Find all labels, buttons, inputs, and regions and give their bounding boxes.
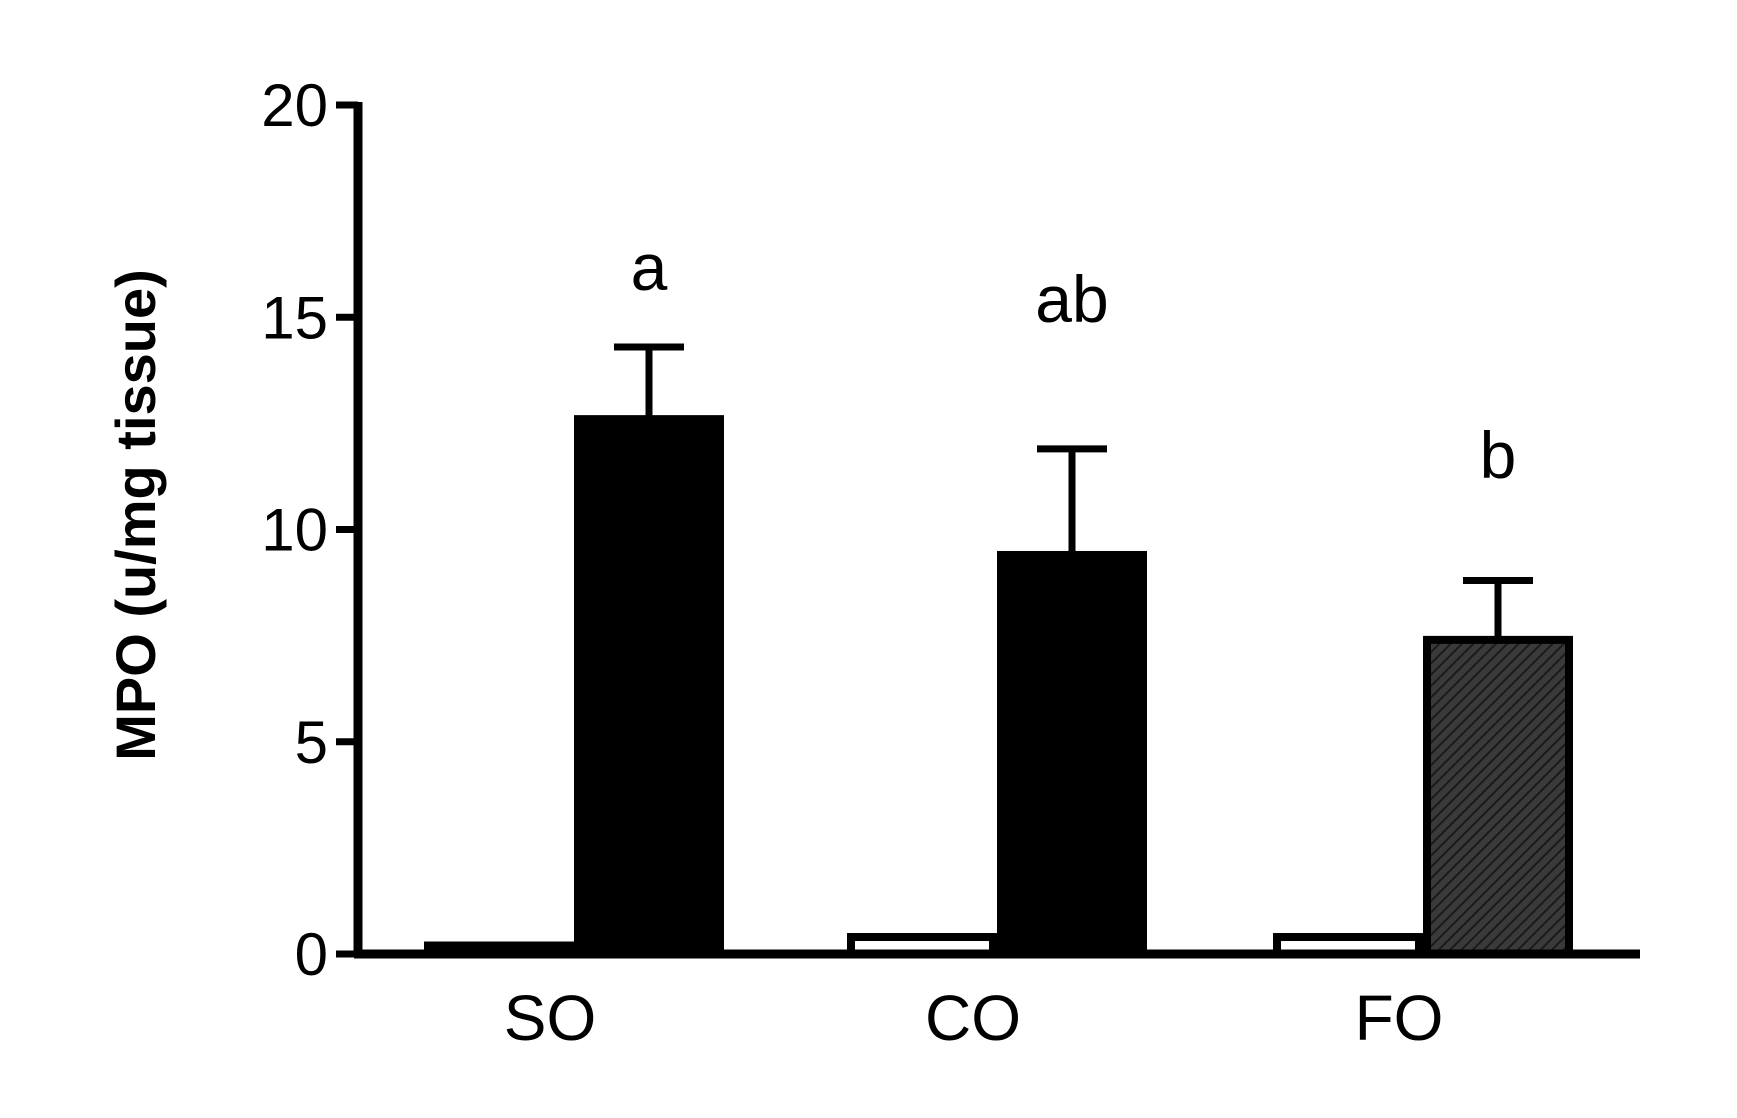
- bar-dark-co: [997, 550, 1147, 958]
- y-tick-label: 10: [261, 497, 328, 564]
- y-axis-label: MPO (u/mg tissue): [104, 269, 167, 761]
- x-category-label: FO: [1355, 982, 1444, 1054]
- y-tick-label: 15: [261, 284, 328, 351]
- y-tick-label: 20: [261, 72, 328, 139]
- significance-label: ab: [1035, 262, 1108, 336]
- y-tick-label: 0: [295, 921, 328, 988]
- significance-label: a: [631, 230, 668, 304]
- y-tick-label: 5: [295, 709, 328, 776]
- plot-area: 0 5 10 15 20 a SO ab CO b FO: [261, 72, 1640, 1054]
- bar-dark-so: [574, 415, 724, 958]
- x-category-label: CO: [925, 982, 1021, 1054]
- bar-dark-fo: [1423, 635, 1573, 958]
- significance-label: b: [1480, 418, 1517, 492]
- x-category-label: SO: [504, 982, 596, 1054]
